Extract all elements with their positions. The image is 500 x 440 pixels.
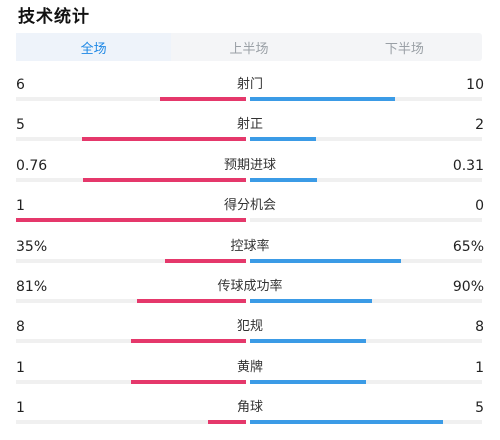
stat-row: 1 得分机会 0 bbox=[0, 198, 500, 238]
away-bar bbox=[250, 258, 401, 263]
home-value: 81% bbox=[16, 279, 48, 295]
stat-label: 射门 bbox=[236, 77, 263, 92]
away-value: 65% bbox=[452, 238, 484, 255]
away-bar bbox=[250, 97, 395, 101]
stat-label: 角球 bbox=[236, 400, 263, 416]
away-bar-track bbox=[250, 379, 482, 384]
away-bar-track bbox=[250, 339, 482, 344]
stat-label: 传球成功率 bbox=[217, 279, 283, 294]
home-bar bbox=[131, 379, 246, 384]
away-bar bbox=[250, 379, 366, 384]
home-bar-track bbox=[16, 218, 246, 223]
away-value: 5 bbox=[475, 400, 484, 417]
home-bar-track bbox=[16, 97, 246, 101]
home-bar bbox=[83, 177, 246, 182]
away-value: 1 bbox=[475, 359, 484, 376]
away-bar-track bbox=[250, 137, 482, 142]
stat-row: 8 犯规 8 bbox=[0, 319, 500, 359]
away-bar bbox=[250, 339, 366, 344]
away-bar bbox=[250, 137, 316, 142]
home-value: 1 bbox=[16, 400, 25, 417]
away-value: 10 bbox=[466, 77, 484, 93]
stat-row: 5 射正 2 bbox=[0, 117, 500, 157]
period-tabs: 全场 上半场 下半场 bbox=[16, 33, 482, 61]
home-bar bbox=[160, 97, 246, 101]
tab-full-match[interactable]: 全场 bbox=[16, 33, 172, 61]
stat-row: 1 角球 5 bbox=[0, 400, 500, 440]
home-bar bbox=[137, 299, 246, 303]
home-value: 0.76 bbox=[16, 157, 48, 174]
stat-row: 35% 控球率 65% bbox=[0, 239, 500, 279]
away-value: 8 bbox=[475, 319, 484, 336]
tab-first-half[interactable]: 上半场 bbox=[229, 41, 269, 57]
away-bar-track bbox=[250, 97, 482, 101]
home-bar-track bbox=[16, 379, 246, 384]
stat-row: 1 黄牌 1 bbox=[0, 360, 500, 400]
away-value: 0.31 bbox=[452, 157, 484, 174]
away-value: 0 bbox=[475, 198, 484, 215]
home-value: 8 bbox=[16, 319, 25, 336]
home-bar-track bbox=[16, 177, 246, 182]
home-value: 1 bbox=[16, 198, 25, 215]
home-bar bbox=[131, 339, 246, 344]
home-bar-track bbox=[16, 339, 246, 344]
stat-label: 射正 bbox=[236, 117, 263, 133]
stat-row: 0.76 预期进球 0.31 bbox=[0, 158, 500, 198]
away-bar-track bbox=[250, 299, 482, 303]
away-value: 2 bbox=[475, 117, 484, 134]
home-bar bbox=[16, 218, 246, 223]
away-bar-track bbox=[250, 177, 482, 182]
home-bar bbox=[165, 258, 246, 263]
page-title: 技术统计 bbox=[18, 7, 90, 27]
stat-row: 81% 传球成功率 90% bbox=[0, 279, 500, 319]
stat-label: 黄牌 bbox=[236, 359, 263, 375]
away-bar bbox=[250, 177, 317, 182]
home-bar bbox=[208, 420, 246, 425]
home-bar-track bbox=[16, 299, 246, 303]
home-value: 5 bbox=[16, 117, 25, 134]
home-bar bbox=[82, 137, 246, 142]
stat-label: 控球率 bbox=[230, 238, 270, 254]
away-bar bbox=[250, 420, 443, 425]
home-value: 6 bbox=[16, 77, 25, 93]
home-bar-track bbox=[16, 420, 246, 425]
home-value: 1 bbox=[16, 359, 25, 376]
away-value: 90% bbox=[452, 279, 484, 295]
stat-row: 6 射门 10 bbox=[0, 77, 500, 117]
away-bar-track bbox=[250, 420, 482, 425]
stat-label: 犯规 bbox=[236, 319, 263, 335]
home-value: 35% bbox=[16, 238, 48, 255]
home-bar-track bbox=[16, 258, 246, 263]
tab-second-half[interactable]: 下半场 bbox=[384, 41, 424, 57]
away-bar-track bbox=[250, 258, 482, 263]
away-bar-track bbox=[250, 218, 482, 223]
stat-label: 得分机会 bbox=[223, 198, 276, 214]
stat-label: 预期进球 bbox=[223, 157, 276, 173]
home-bar-track bbox=[16, 137, 246, 142]
away-bar bbox=[250, 299, 372, 303]
